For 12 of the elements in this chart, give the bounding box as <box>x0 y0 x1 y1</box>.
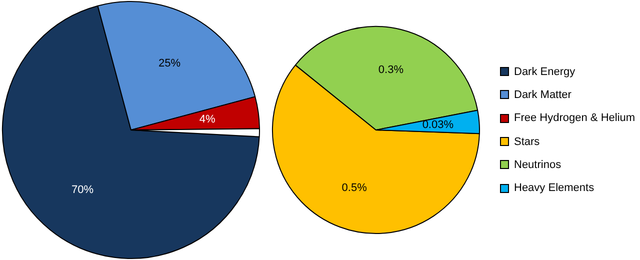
legend-label: Dark Energy <box>514 66 576 78</box>
data-label: 4% <box>199 114 216 126</box>
legend-label: Free Hydrogen & Helium <box>514 112 636 124</box>
legend-label: Neutrinos <box>514 158 562 171</box>
legend-label: Dark Matter <box>514 88 572 101</box>
data-label: 70% <box>71 184 94 196</box>
legend-label: Heavy Elements <box>514 182 594 194</box>
data-label: 0.03% <box>422 119 454 132</box>
data-label: 0.5% <box>342 182 368 194</box>
data-label: 25% <box>158 57 181 70</box>
legend-label: Stars <box>514 136 540 148</box>
data-label: 0.3% <box>378 64 404 76</box>
